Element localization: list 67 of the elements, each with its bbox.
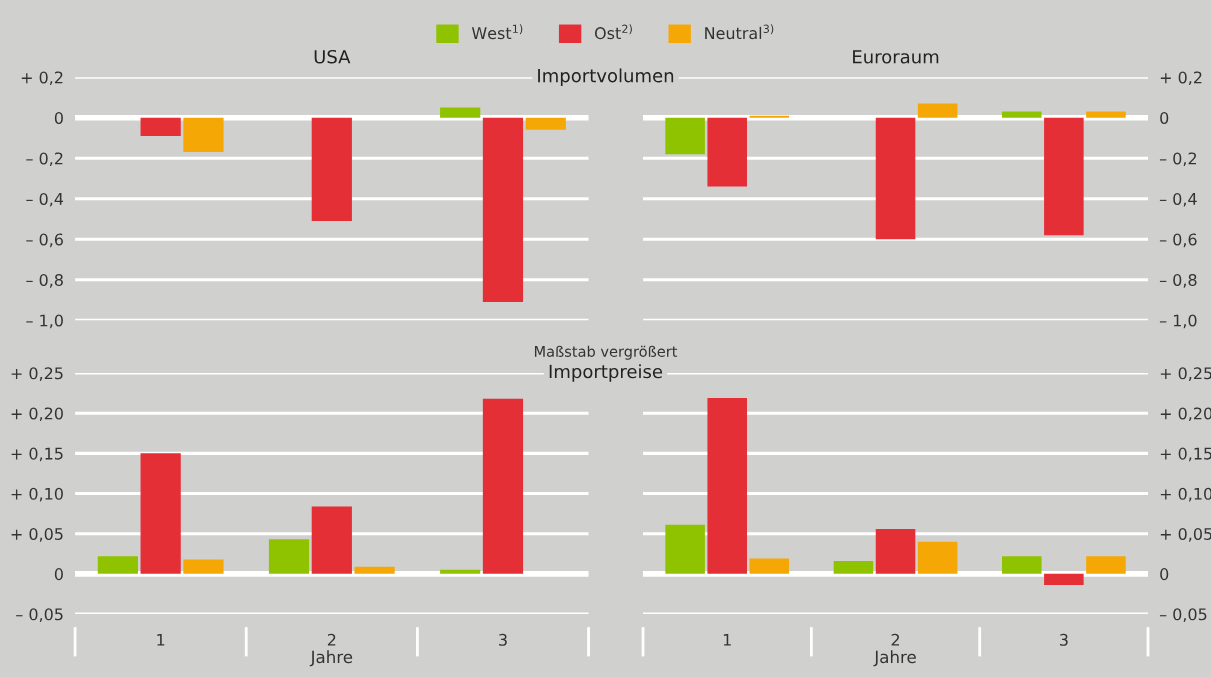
legend-label: Ost$^{2)}$: [594, 24, 632, 40]
y-tick-label: + 0,25: [1160, 367, 1211, 381]
bar: [707, 397, 747, 574]
bar: [1002, 111, 1042, 118]
text: Maßstab vergrößert: [534, 345, 678, 360]
chart-title: USA: [314, 49, 351, 64]
bar: [707, 117, 747, 187]
y-tick-label: 0: [54, 111, 63, 124]
y-tick-label: + 0,05: [11, 527, 63, 542]
y-tick-label: + 0,05: [1160, 527, 1211, 542]
y-tick-label: – 0,6: [1159, 233, 1197, 248]
y-tick-label: + 0,2: [21, 71, 63, 86]
bar: [875, 528, 916, 574]
y-tick-label: + 0,2: [1160, 71, 1202, 86]
y-tick-label: – 0,8: [1159, 273, 1197, 288]
x-tick-label: 3: [1060, 633, 1068, 646]
bar: [1044, 573, 1084, 586]
bar: [1086, 111, 1126, 118]
y-tick-label: – 1,0: [1159, 314, 1197, 329]
bar: [440, 569, 481, 574]
bar: [268, 539, 310, 574]
chart-title: Importpreise: [549, 364, 663, 382]
bar: [749, 115, 790, 118]
bar: [833, 561, 874, 574]
chart-title: Euroraum: [853, 50, 939, 64]
bar: [1086, 556, 1126, 574]
bar: [482, 398, 524, 574]
bar: [917, 541, 958, 574]
y-tick-label: – 0,05: [1159, 608, 1207, 622]
y-tick-label: + 0,20: [11, 407, 63, 422]
y-tick-label: – 1,0: [26, 314, 63, 329]
bar: [183, 559, 224, 574]
y-tick-label: 0: [1160, 111, 1169, 124]
y-tick-label: – 0,05: [16, 608, 63, 622]
y-tick-label: – 0,2: [26, 152, 63, 167]
y-tick-label: – 0,4: [26, 192, 64, 207]
bar: [917, 103, 958, 118]
bar: [311, 506, 352, 574]
x-tick-label: 1: [723, 633, 731, 646]
x-tick-label: 3: [499, 633, 507, 646]
bar: [875, 117, 916, 240]
bar: [354, 566, 395, 574]
x-tick-label: 1: [157, 633, 165, 646]
y-tick-label: 0: [54, 568, 63, 581]
bar: [97, 556, 138, 574]
x-tick-label: 2: [891, 633, 900, 646]
bar: [1002, 556, 1042, 574]
y-tick-label: 0: [1160, 568, 1169, 581]
bar: [140, 453, 181, 574]
x-axis-title: Jahre: [309, 650, 353, 667]
y-tick-label: – 0,4: [1159, 192, 1197, 207]
bar: [665, 524, 705, 574]
y-tick-label: + 0,15: [11, 447, 63, 462]
bar: [749, 558, 790, 574]
y-tick-label: + 0,10: [11, 487, 63, 502]
x-tick-label: 2: [327, 633, 336, 646]
y-tick-label: + 0,15: [1160, 447, 1211, 462]
legend-label: Neutral$^{3)}$: [705, 24, 774, 40]
x-axis-title: Jahre: [873, 650, 916, 667]
y-tick-label: – 0,8: [26, 273, 63, 288]
bar: [1044, 117, 1084, 236]
y-tick-label: + 0,25: [11, 367, 63, 381]
y-tick-label: – 0,2: [1159, 152, 1196, 167]
bar: [665, 117, 705, 155]
y-tick-label: – 0,6: [26, 233, 63, 248]
legend-label: West$^{1)}$: [471, 24, 523, 40]
chart-subtitle: Importvolumen: [538, 68, 674, 86]
